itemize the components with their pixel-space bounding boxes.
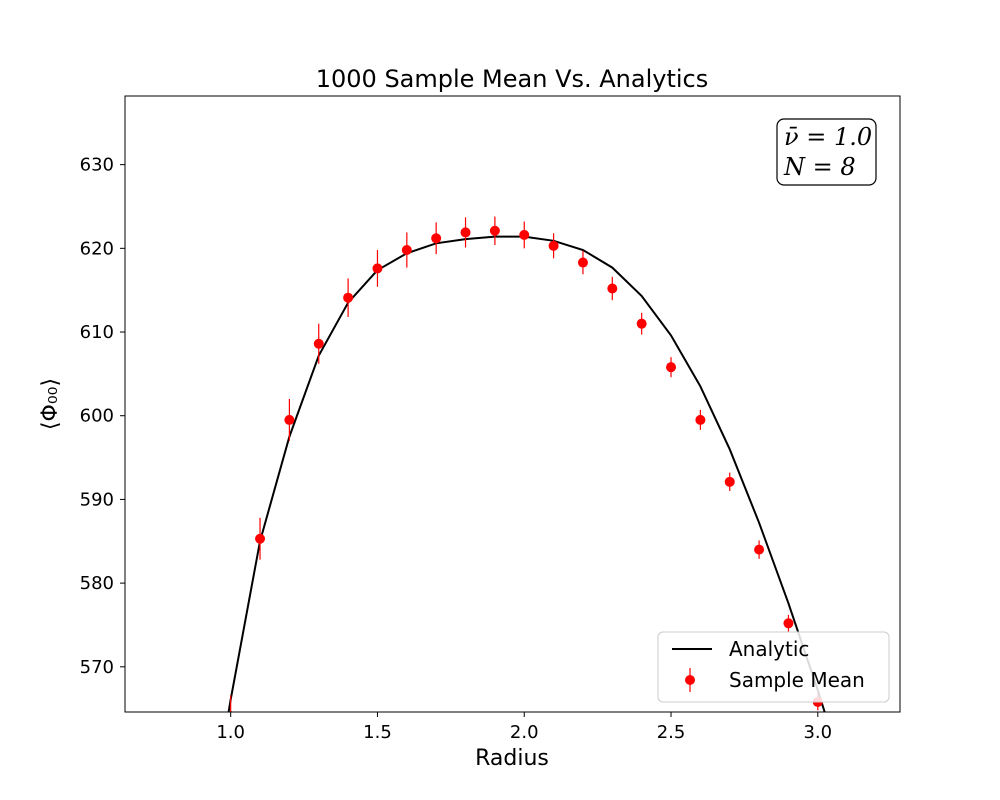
plot-area (227, 216, 826, 712)
sample-point (783, 618, 794, 629)
annotation-frame (776, 118, 877, 186)
legend-sample-label: Sample Mean (729, 668, 865, 692)
annotation-nu: ν̄ = 1.0 (784, 123, 872, 151)
y-tick-label: 620 (80, 238, 114, 259)
legend: Analytic Sample Mean (657, 631, 890, 703)
y-tick-label: 600 (80, 406, 114, 427)
legend-sample-marker (685, 675, 695, 685)
x-axis-ticks: 1.0 1.5 2.0 2.5 3.0 (216, 712, 832, 743)
x-axis-label: Radius (475, 746, 549, 771)
sample-point (636, 318, 647, 329)
sample-point (548, 240, 559, 251)
sample-point (577, 257, 588, 268)
annotation-n: N = 8 (783, 153, 856, 181)
legend-frame (657, 631, 890, 703)
sample-point (607, 283, 618, 294)
chart-title: 1000 Sample Mean Vs. Analytics (316, 65, 709, 93)
sample-point (724, 476, 735, 487)
sample-point (666, 362, 677, 373)
sample-point (313, 338, 324, 349)
sample-point (284, 414, 295, 425)
y-tick-label: 580 (80, 573, 114, 594)
x-tick-label: 1.5 (363, 722, 392, 743)
sample-point (519, 229, 530, 240)
sample-point (489, 225, 500, 236)
sample-point (431, 233, 442, 244)
plot-frame (124, 95, 901, 713)
x-tick-label: 3.0 (803, 722, 832, 743)
y-tick-label: 590 (80, 489, 114, 510)
x-tick-label: 2.0 (510, 722, 539, 743)
x-tick-label: 2.5 (657, 722, 686, 743)
sample-point (343, 292, 354, 303)
y-tick-label: 630 (80, 155, 114, 176)
sample-point (460, 227, 471, 238)
sample-point-layer (227, 225, 823, 712)
sample-point (754, 544, 765, 555)
legend-analytic-label: Analytic (729, 637, 809, 661)
annotation-box: ν̄ = 1.0 N = 8 (776, 118, 877, 186)
sample-point (255, 533, 266, 544)
sample-point (695, 414, 706, 425)
sample-point (372, 263, 383, 274)
y-tick-label: 610 (80, 322, 114, 343)
y-tick-label: 570 (80, 657, 114, 678)
x-tick-label: 1.0 (216, 722, 245, 743)
y-axis-label: ⟨Φ₀₀⟩ (38, 378, 63, 430)
sample-point (401, 245, 412, 255)
y-axis-ticks: 570 580 590 600 610 620 630 (80, 155, 125, 678)
